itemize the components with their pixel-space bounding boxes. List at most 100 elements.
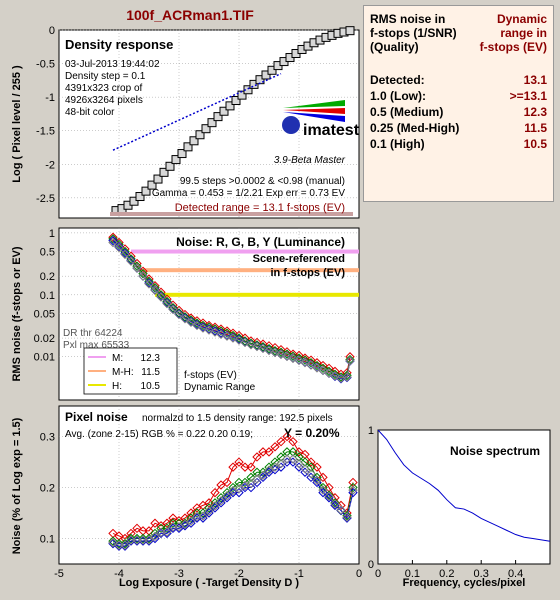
noise-point [312, 363, 322, 373]
density-info-line-1: 03-Jul-2013 19:44:02 [65, 59, 160, 70]
spectrum-xtick-label: 0 [375, 568, 381, 580]
summary-row-value: 13.1 [523, 73, 547, 87]
spectrum-ytick-label: 1 [368, 425, 374, 437]
noise-point [228, 333, 238, 343]
pixel-xtick-label: -5 [54, 568, 64, 580]
summary-row-label: 0.25 (Med-High) [370, 121, 460, 135]
noise-point [345, 356, 355, 366]
density-curve [111, 26, 355, 216]
pixel-point [294, 462, 304, 472]
pixel-point [270, 462, 280, 472]
pixel-point [210, 501, 220, 511]
pixel-point [288, 447, 298, 457]
noise-point [204, 325, 214, 335]
imatest-logo: imatest [282, 100, 360, 139]
summary-header-left: RMS noise in f-stops (1/SNR) (Quality) [370, 12, 470, 54]
density-point [153, 174, 163, 184]
pixel-point [150, 531, 160, 542]
spectrum-xtick-label: 0.4 [508, 568, 523, 580]
pixel-point [318, 485, 328, 495]
density-point [249, 79, 259, 89]
density-info-line-3: 4391x323 crop of [65, 83, 143, 94]
noise-point [252, 341, 262, 352]
pixel-point [120, 540, 130, 550]
pixel-point [162, 527, 172, 537]
pixel-point [240, 477, 250, 488]
pixel-point [276, 436, 286, 447]
pixel-point [228, 482, 238, 493]
summary-header-left-line-3: (Quality) [370, 40, 419, 54]
noise-ytick-label: 0.01 [34, 352, 55, 364]
noise-ytick-labels: 1 0.5 0.2 0.1 0.05 0.02 0.01 [34, 228, 55, 364]
density-ytick-label: -1.5 [36, 126, 55, 138]
summary-row-value: 11.5 [524, 121, 547, 135]
pixel-point [306, 469, 316, 479]
noise-ytick-label: 1 [49, 228, 55, 240]
noise-point [282, 351, 292, 362]
figure-title: 100f_ACRman1.TIF [126, 7, 254, 23]
density-point [231, 96, 241, 105]
summary-header-left-line-1: RMS noise in [370, 12, 446, 26]
summary-row-label: 0.1 (High) [370, 137, 425, 151]
summary-header-right-line-2: range in [500, 26, 547, 40]
noise-point [114, 242, 124, 253]
density-point [165, 161, 175, 171]
density-info-line-2: Density step = 0.1 [65, 71, 146, 82]
pixel-point [336, 505, 346, 515]
pixel-point [222, 477, 232, 488]
pixel-point [210, 487, 220, 498]
density-stats-line-2: Gamma = 0.453 = 1/2.21 Exp err = 0.73 EV [152, 188, 345, 199]
pixel-point [252, 474, 262, 484]
noise-point [264, 345, 274, 356]
noise-point [168, 304, 178, 315]
noise-point [300, 358, 310, 368]
summary-row-label: Detected: [370, 73, 425, 87]
pixel-point [330, 499, 340, 509]
summary-header-left-line-2: f-stops (1/SNR) [370, 26, 457, 40]
noise-point [258, 343, 268, 354]
summary-row-medium: 0.5 (Medium) 12.3 [370, 105, 547, 120]
noise-point [306, 360, 316, 370]
pixel-noise-xlabel: Log Exposure ( -Target Density D ) [119, 577, 299, 589]
pixel-noise-y-value: Y = 0.20% [284, 426, 340, 440]
scene-line-1: Scene-referenced [253, 253, 345, 265]
detected-range-bar [110, 212, 353, 216]
noise-point [174, 309, 184, 320]
density-point [267, 65, 277, 75]
pixel-point [264, 465, 274, 475]
summary-row-high: 0.1 (High) 10.5 [370, 137, 547, 152]
noise-point [162, 298, 172, 308]
density-point [345, 26, 355, 36]
density-point [183, 142, 193, 152]
dr-threshold-line-1: DR thr 64224 [63, 328, 123, 339]
pixel-noise-normalization: normalzd to 1.5 density range: 192.5 pix… [142, 413, 333, 424]
noise-point [126, 255, 136, 266]
density-ytick-label: -2 [45, 159, 55, 171]
noise-point [270, 342, 280, 353]
legend-label-m: M: [112, 353, 123, 364]
pixel-point [288, 436, 298, 447]
noise-point [156, 292, 166, 302]
pixel-point [264, 447, 274, 457]
density-ytick-labels: 0 -0.5 -1 -1.5 -2 -2.5 [36, 25, 55, 205]
pixel-noise-series [108, 431, 358, 551]
noise-point [330, 371, 340, 381]
pixel-point [204, 506, 214, 516]
density-point [129, 196, 139, 206]
density-info-line-5: 48-bit color [65, 107, 115, 118]
density-ylabel: Log ( Pixel level / 255 ) [11, 65, 23, 183]
density-stats-line-1: 99.5 steps >0.0002 & <0.98 (manual) [180, 176, 345, 187]
noise-point [108, 235, 118, 246]
noise-point [192, 320, 202, 331]
pixel-point [252, 477, 262, 488]
density-point [189, 136, 199, 146]
pixel-point [258, 470, 268, 481]
pixel-point [330, 500, 340, 511]
pixel-point [306, 472, 316, 483]
noise-point [210, 327, 220, 337]
pixel-xtick-label: -1 [294, 568, 304, 580]
noise-point [108, 237, 118, 248]
pixel-point [216, 496, 226, 506]
density-ytick-label: 0 [49, 25, 55, 37]
spectrum-xlabel: Frequency, cycles/pixel [403, 577, 526, 589]
